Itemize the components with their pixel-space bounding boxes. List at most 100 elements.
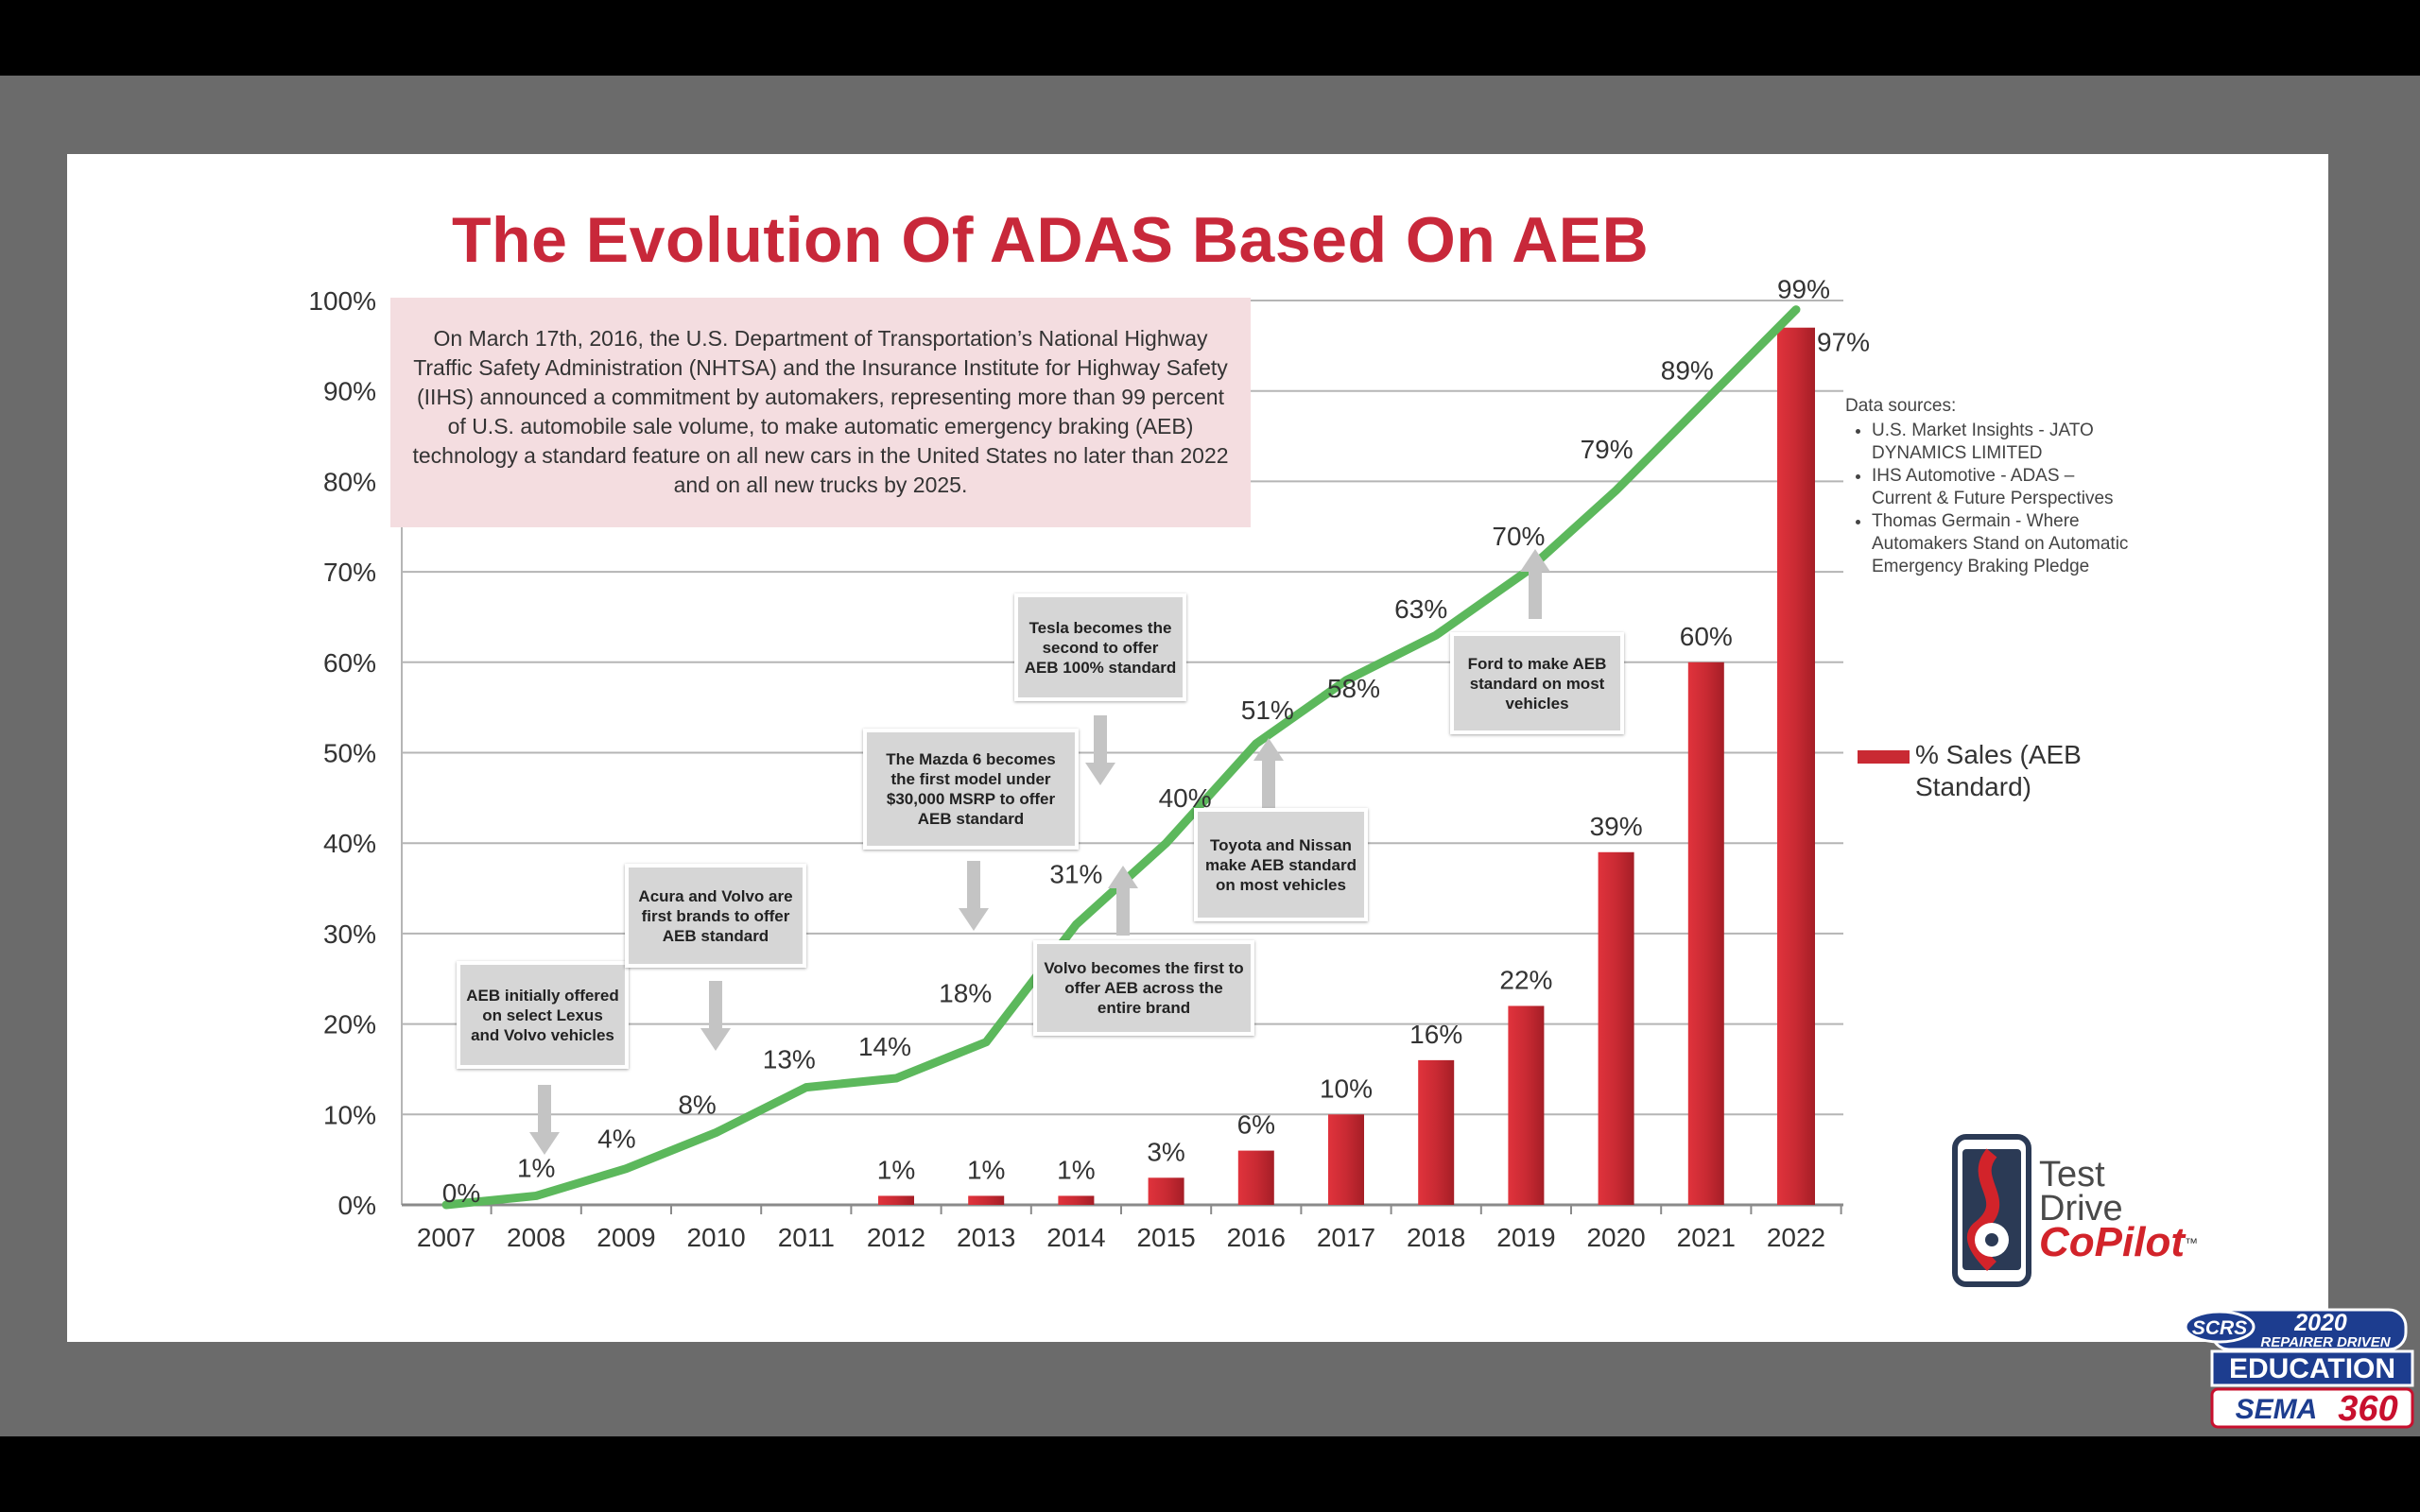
callout-2019: Ford to make AEB standard on most vehicl…	[1450, 632, 1624, 734]
callout-arrow-head	[700, 1028, 731, 1051]
bar-data-label: 3%	[1147, 1137, 1184, 1166]
x-tick-label: 2009	[596, 1223, 655, 1252]
bar-2017	[1328, 1114, 1364, 1205]
source-item: Thomas Germain - Where Automakers Stand …	[1872, 510, 2129, 578]
x-tick-label: 2021	[1677, 1223, 1736, 1252]
logo-line1: Test	[2039, 1155, 2105, 1194]
y-tick-label: 70%	[323, 558, 376, 587]
logo-line3: CoPilot	[2039, 1219, 2185, 1265]
callout-2014-volvo: Volvo becomes the first to offer AEB acr…	[1033, 940, 1254, 1036]
source-item: IHS Automotive - ADAS – Current & Future…	[1872, 465, 2129, 510]
copilot-logo-text: Test Drive CoPilot™	[2039, 1155, 2198, 1265]
line-data-label: 99%	[1777, 275, 1830, 304]
bar-2015	[1148, 1177, 1184, 1205]
y-tick-label: 0%	[338, 1191, 376, 1220]
bar-data-label: 22%	[1499, 965, 1552, 994]
y-tick-label: 10%	[323, 1100, 376, 1129]
line-data-label: 14%	[858, 1032, 911, 1061]
line-data-label: 0%	[442, 1178, 480, 1208]
logo-line2: Drive	[2039, 1189, 2123, 1228]
bar-data-label: 97%	[1817, 328, 1870, 357]
callout-arrow-shaft	[1529, 570, 1542, 619]
phone-road-icon	[1952, 1134, 2031, 1287]
legend-swatch	[1858, 750, 1910, 764]
callout-arrow-shaft	[709, 981, 722, 1030]
bar-data-label: 60%	[1680, 622, 1733, 651]
callout-2015-tesla: Tesla becomes the second to offer AEB 10…	[1014, 593, 1186, 701]
line-data-label: 58%	[1327, 674, 1380, 703]
y-tick-label: 100%	[308, 286, 376, 316]
y-tick-label: 60%	[323, 648, 376, 678]
badge-year: 2020	[2293, 1310, 2347, 1336]
callout-arrow-head	[1520, 549, 1550, 572]
y-tick-label: 50%	[323, 739, 376, 768]
badge-line2: EDUCATION	[2229, 1353, 2395, 1384]
data-sources: Data sources: U.S. Market Insights - JAT…	[1845, 395, 2129, 578]
callout-arrow-head	[1085, 763, 1115, 785]
line-data-label: 70%	[1492, 522, 1545, 551]
callout-arrow-head	[1108, 866, 1138, 888]
x-tick-label: 2019	[1496, 1223, 1555, 1252]
callout-arrow-head	[1253, 738, 1284, 761]
line-data-label: 31%	[1049, 859, 1102, 888]
y-tick-label: 40%	[323, 829, 376, 858]
bar-data-label: 10%	[1320, 1074, 1373, 1103]
bar-2021	[1687, 662, 1724, 1205]
x-tick-label: 2012	[867, 1223, 925, 1252]
x-tick-label: 2013	[957, 1223, 1015, 1252]
y-tick-label: 30%	[323, 919, 376, 949]
x-tick-label: 2008	[507, 1223, 565, 1252]
chart-legend: % Sales (AEB Standard)	[1858, 739, 2104, 803]
callout-arrow-head	[959, 908, 989, 931]
bar-2013	[968, 1195, 1005, 1205]
y-tick-label: 20%	[323, 1010, 376, 1040]
bar-data-label: 6%	[1237, 1110, 1275, 1140]
callout-2008: AEB initially offered on select Lexus an…	[457, 961, 629, 1069]
line-data-label: 79%	[1581, 435, 1634, 464]
callout-arrow-shaft	[1116, 886, 1130, 936]
line-data-label: 4%	[597, 1125, 635, 1154]
line-data-label: 89%	[1661, 355, 1714, 385]
line-data-label: 63%	[1394, 594, 1447, 624]
source-item: U.S. Market Insights - JATO DYNAMICS LIM…	[1872, 420, 2129, 465]
bar-data-label: 1%	[1057, 1155, 1095, 1184]
bar-2020	[1598, 851, 1634, 1205]
y-tick-label: 80%	[323, 467, 376, 496]
line-data-label: 18%	[939, 979, 992, 1008]
x-tick-label: 2011	[778, 1223, 835, 1252]
bar-data-label: 39%	[1590, 812, 1643, 841]
callout-arrow-shaft	[1094, 715, 1107, 765]
slide-title: The Evolution Of ADAS Based On AEB	[452, 204, 1650, 276]
bar-2018	[1418, 1059, 1455, 1205]
callout-2010: Acura and Volvo are first brands to offe…	[625, 864, 806, 968]
badge-sema: SEMA	[2236, 1394, 2318, 1425]
legend-label: % Sales (AEB Standard)	[1915, 740, 2082, 801]
bar-data-label: 16%	[1409, 1020, 1462, 1049]
x-tick-label: 2014	[1046, 1223, 1105, 1252]
callout-arrow-shaft	[538, 1085, 551, 1134]
badge-num: 360	[2338, 1389, 2397, 1429]
bar-2019	[1508, 1005, 1545, 1205]
scrs-sema-badge: SCRS 2020 REPAIRER DRIVEN EDUCATION SEMA…	[2184, 1308, 2414, 1429]
bar-2012	[878, 1195, 914, 1205]
x-tick-label: 2017	[1317, 1223, 1375, 1252]
info-box: On March 17th, 2016, the U.S. Department…	[390, 298, 1251, 527]
logo-tm: ™	[2184, 1235, 2198, 1250]
test-drive-copilot-logo: Test Drive CoPilot™	[1949, 1134, 2252, 1290]
line-data-label: 51%	[1241, 696, 1294, 725]
x-tick-label: 2007	[417, 1223, 475, 1252]
callout-arrow-head	[529, 1132, 560, 1155]
bar-2022	[1777, 327, 1815, 1206]
x-tick-label: 2020	[1586, 1223, 1645, 1252]
y-tick-label: 90%	[323, 377, 376, 406]
x-tick-label: 2016	[1227, 1223, 1286, 1252]
x-tick-label: 2010	[686, 1223, 745, 1252]
x-tick-label: 2018	[1407, 1223, 1465, 1252]
line-data-label: 1%	[517, 1153, 555, 1182]
badge-line1: REPAIRER DRIVEN	[2260, 1334, 2391, 1350]
bar-data-label: 1%	[967, 1155, 1005, 1184]
bar-2014	[1058, 1195, 1095, 1205]
badge-scrs: SCRS	[2192, 1317, 2247, 1339]
line-data-label: 8%	[678, 1090, 716, 1119]
